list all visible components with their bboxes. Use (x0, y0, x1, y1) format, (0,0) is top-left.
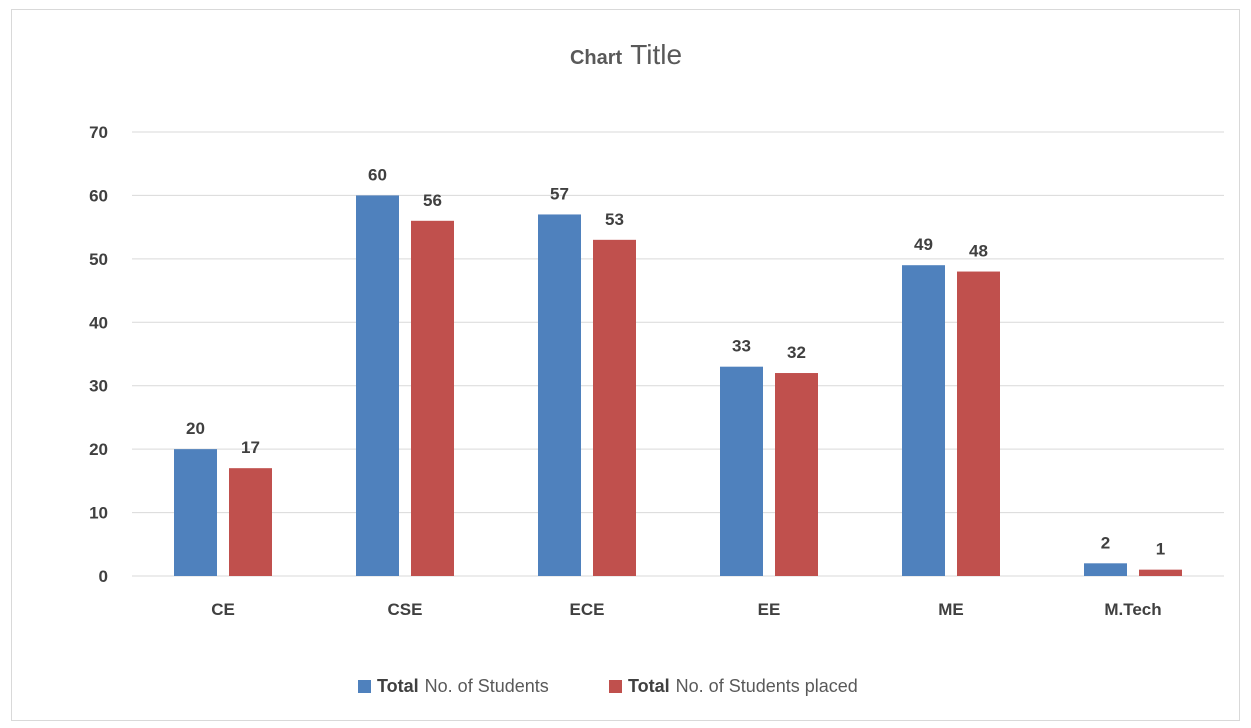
data-label: 60 (368, 165, 387, 184)
bar-M.Tech-series-0 (1084, 563, 1127, 576)
x-category-label: CSE (388, 600, 423, 619)
y-tick-label: 50 (89, 250, 108, 269)
x-category-label: CE (211, 600, 235, 619)
bar-ME-series-0 (902, 265, 945, 576)
y-tick-label: 60 (89, 186, 108, 205)
y-tick-label: 70 (89, 123, 108, 142)
data-label: 33 (732, 337, 751, 356)
bar-EE-series-1 (775, 373, 818, 576)
bar-chart: Chart Title 0 10 20 30 40 50 60 70 20 17 60 56 57 53 3… (89, 39, 1224, 696)
data-label: 2 (1101, 533, 1110, 552)
bar-CSE-series-0 (356, 195, 399, 576)
gridlines (132, 131, 1224, 577)
x-category-label: EE (758, 600, 781, 619)
data-label: 49 (914, 235, 933, 254)
bar-CE-series-1 (229, 468, 272, 576)
y-tick-label: 10 (89, 504, 108, 523)
chart-title-regular: Title (630, 39, 682, 70)
legend-entry-1: Total No. of Students placed (628, 676, 858, 696)
x-category-label: ME (938, 600, 964, 619)
data-labels: 20 17 60 56 57 53 33 32 49 48 2 1 (186, 165, 1165, 558)
data-label: 1 (1156, 540, 1165, 559)
bar-ME-series-1 (957, 271, 1000, 576)
legend-entry-text: No. of Students placed (676, 676, 858, 696)
y-tick-label: 40 (89, 313, 108, 332)
x-category-label: M.Tech (1104, 600, 1161, 619)
legend-swatch-0 (358, 680, 371, 693)
bar-ECE-series-0 (538, 214, 581, 576)
bar-M.Tech-series-1 (1139, 569, 1182, 576)
bar-CE-series-0 (174, 449, 217, 576)
data-label: 17 (241, 438, 260, 457)
chart-title: Chart Title (570, 39, 682, 70)
legend-entry-bold: Total (377, 676, 419, 696)
data-label: 57 (550, 184, 569, 203)
legend-entry-0: Total No. of Students (377, 676, 549, 696)
data-label: 32 (787, 343, 806, 362)
data-label: 48 (969, 242, 988, 261)
bar-CSE-series-1 (411, 220, 454, 577)
data-label: 53 (605, 210, 624, 229)
chart-frame: Chart Title 0 10 20 30 40 50 60 70 20 17 60 56 57 53 3… (11, 9, 1240, 721)
data-label: 56 (423, 191, 442, 210)
y-axis-ticks: 0 10 20 30 40 50 60 70 (89, 123, 108, 586)
legend: Total No. of Students Total No. of Students… (358, 676, 858, 696)
legend-entry-text: No. of Students (425, 676, 549, 696)
bar-EE-series-0 (720, 366, 763, 576)
x-category-label: ECE (570, 600, 605, 619)
y-tick-label: 0 (99, 567, 108, 586)
chart-title-bold: Chart (570, 47, 623, 69)
y-tick-label: 20 (89, 440, 108, 459)
legend-entry-bold: Total (628, 676, 670, 696)
legend-swatch-1 (609, 680, 622, 693)
data-label: 20 (186, 419, 205, 438)
bars (174, 195, 1182, 577)
bar-ECE-series-1 (593, 239, 636, 577)
x-axis-categories: CE CSE ECE EE ME M.Tech (211, 600, 1161, 619)
y-tick-label: 30 (89, 377, 108, 396)
